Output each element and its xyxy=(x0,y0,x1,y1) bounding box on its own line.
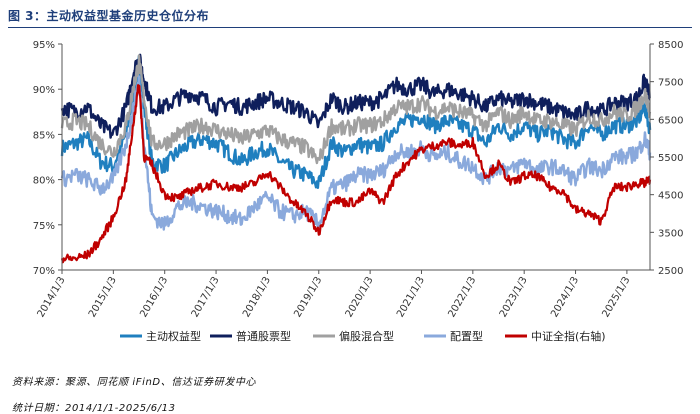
legend-label: 偏股混合型 xyxy=(339,329,394,343)
series-line-5 xyxy=(60,84,652,264)
legend-label: 普通股票型 xyxy=(236,329,291,343)
x-tick-label: 2017/1/3 xyxy=(190,275,222,319)
x-tick-label: 2021/1/3 xyxy=(395,275,427,319)
series-line-2 xyxy=(60,53,651,139)
right-tick-label: 8500 xyxy=(658,40,683,51)
period-note: 统计日期：2014/1/1-2025/6/13 xyxy=(12,403,176,414)
legend-item-2: 普通股票型 xyxy=(210,329,291,343)
x-tick-label: 2025/1/3 xyxy=(601,275,633,319)
left-tick-label: 70% xyxy=(33,266,55,277)
figure-title: 图 3：主动权益型基金历史仓位分布 xyxy=(8,9,210,23)
x-tick-label: 2019/1/3 xyxy=(292,275,324,319)
legend-item-5: 中证全指(右轴) xyxy=(505,329,606,343)
x-tick-label: 2020/1/3 xyxy=(344,275,376,319)
chart-legend: 主动权益型 普通股票型 偏股混合型 配置型 中证全指(右轴) xyxy=(120,329,606,343)
x-tick-label: 2024/1/3 xyxy=(549,275,581,319)
legend-label: 主动权益型 xyxy=(146,329,201,343)
series-lines xyxy=(60,53,652,264)
x-tick-label: 2015/1/3 xyxy=(87,275,119,319)
left-tick-label: 75% xyxy=(33,221,55,232)
x-tick-label: 2014/1/3 xyxy=(36,275,68,319)
x-tick-label: 2018/1/3 xyxy=(241,275,273,319)
source-note: 资料来源：聚源、同花顺 iFinD、信达证券研发中心 xyxy=(12,377,257,388)
x-tick-label: 2022/1/3 xyxy=(446,275,478,319)
right-tick-label: 4500 xyxy=(658,191,683,202)
right-tick-label: 3500 xyxy=(658,228,683,239)
left-tick-label: 95% xyxy=(33,40,55,51)
right-tick-label: 2500 xyxy=(658,266,683,277)
right-tick-label: 7500 xyxy=(658,78,683,89)
x-tick-label: 2023/1/3 xyxy=(498,275,530,319)
title-divider xyxy=(8,27,692,28)
legend-item-1: 主动权益型 xyxy=(120,329,201,343)
series-line-3 xyxy=(60,54,652,165)
legend-label: 中证全指(右轴) xyxy=(531,329,606,343)
legend-item-4: 配置型 xyxy=(424,329,483,343)
x-tick-label: 2016/1/3 xyxy=(138,275,170,319)
legend-item-3: 偏股混合型 xyxy=(313,329,394,343)
right-tick-label: 6500 xyxy=(658,115,683,126)
left-tick-label: 80% xyxy=(33,176,55,187)
left-tick-label: 90% xyxy=(33,85,55,96)
left-tick-label: 85% xyxy=(33,130,55,141)
chart-axes: 70% 75% 80% 85% 90% 95% 2500 3500 4500 5500 6500 75… xyxy=(33,40,684,319)
right-tick-label: 5500 xyxy=(658,153,683,164)
legend-label: 配置型 xyxy=(450,329,483,343)
